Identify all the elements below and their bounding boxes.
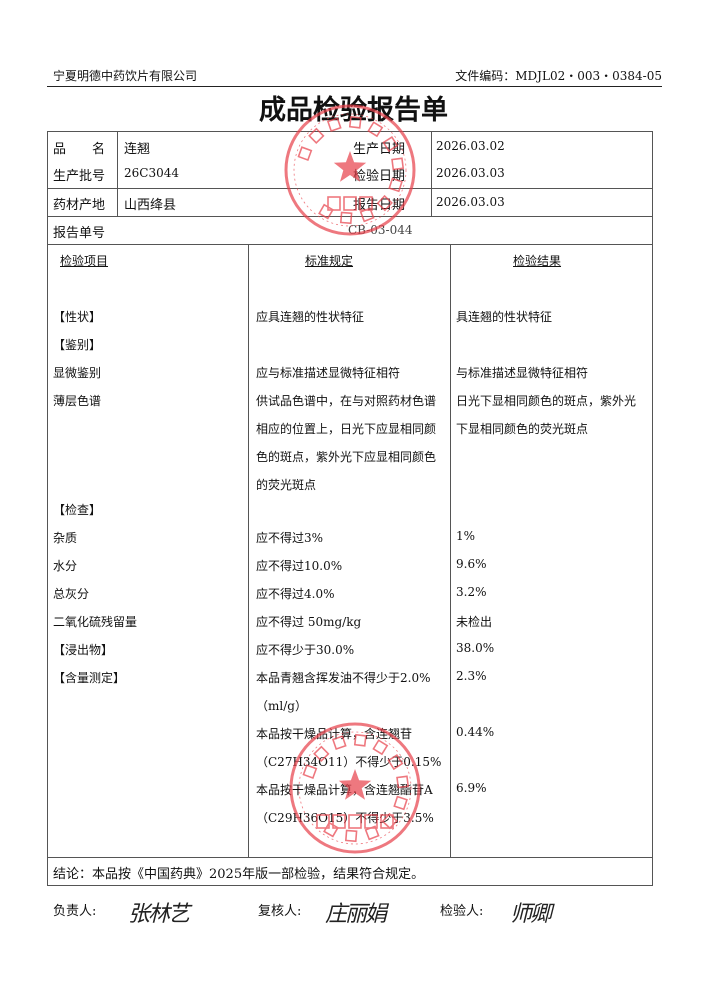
result-line: 9.6% xyxy=(456,557,487,571)
production-date-label: 生产日期 xyxy=(353,142,406,157)
report-number: CB-03-044 xyxy=(348,223,413,237)
production-date: 2026.03.02 xyxy=(436,139,505,153)
result-line: 6.9% xyxy=(456,781,487,795)
responsible-label: 负责人: xyxy=(53,904,97,919)
test-item: 【检查】 xyxy=(53,503,102,517)
product-name: 连翘 xyxy=(124,142,151,157)
standard-line: 应与标准描述显微特征相符 xyxy=(256,366,401,380)
standard-line: 的荧光斑点 xyxy=(256,478,317,492)
result-line: 38.0% xyxy=(456,641,495,655)
responsible-signature: 张林艺 xyxy=(128,902,190,927)
inspector-signature: 师卿 xyxy=(510,902,552,927)
standard-line: 应不得过4.0% xyxy=(256,587,335,601)
standard-line: 色的斑点，紫外光下应显相同颜色 xyxy=(256,450,437,464)
document-code: 文件编码：MDJL02・003・0384-05 xyxy=(455,69,662,83)
result-line: 未检出 xyxy=(456,615,493,629)
test-item: 总灰分 xyxy=(53,587,90,601)
test-item: 【浸出物】 xyxy=(53,643,114,657)
result-line: 0.44% xyxy=(456,725,495,739)
result-line: 下显相同颜色的荧光斑点 xyxy=(456,422,589,436)
report-date-label: 报告日期 xyxy=(353,198,406,213)
product-name-label: 品 名 xyxy=(53,142,106,157)
column-header-item: 检验项目 xyxy=(60,254,109,268)
standard-line: 应不得过 50mg/kg xyxy=(256,615,362,629)
origin: 山西绛县 xyxy=(124,198,177,213)
test-item: 杂质 xyxy=(53,531,78,545)
report-number-label: 报告单号 xyxy=(53,226,106,241)
standard-line: 应不得过3% xyxy=(256,531,324,545)
result-line: 具连翘的性状特征 xyxy=(456,310,553,324)
test-item: 二氧化硫残留量 xyxy=(53,615,138,629)
standard-line: 本品按干燥品计算，含连翘苷 xyxy=(256,727,413,741)
reviewer-label: 复核人: xyxy=(258,904,302,919)
result-line: 与标准描述显微特征相符 xyxy=(456,366,589,380)
standard-line: 相应的位置上，日光下应显相同颜 xyxy=(256,422,437,436)
standard-line: 本品青翘含挥发油不得少于2.0% xyxy=(256,671,431,685)
test-date-label: 检验日期 xyxy=(353,169,406,184)
company-name: 宁夏明德中药饮片有限公司 xyxy=(53,69,198,83)
origin-label: 药材产地 xyxy=(53,198,106,213)
standard-line: 应不得过10.0% xyxy=(256,559,343,573)
result-line: 1% xyxy=(456,529,476,543)
result-line: 3.2% xyxy=(456,585,487,599)
result-line: 2.3% xyxy=(456,669,487,683)
result-line: 日光下显相同颜色的斑点，紫外光 xyxy=(456,394,637,408)
test-item: 显微鉴别 xyxy=(53,366,102,380)
test-item: 薄层色谱 xyxy=(53,394,102,408)
standard-line: （C27H34O11）不得少于0.15% xyxy=(256,755,442,769)
report-date: 2026.03.03 xyxy=(436,195,505,209)
standard-line: （ml/g） xyxy=(256,699,307,713)
standard-line: 应具连翘的性状特征 xyxy=(256,310,365,324)
test-item: 【鉴别】 xyxy=(53,338,102,352)
column-header-standard: 标准规定 xyxy=(305,254,354,268)
standard-line: （C29H36O15）不得少于3.5% xyxy=(256,811,434,825)
batch-number: 26C3044 xyxy=(124,166,179,180)
reviewer-signature: 庄丽娟 xyxy=(325,902,387,927)
test-item: 【性状】 xyxy=(53,310,102,324)
column-header-result: 检验结果 xyxy=(513,254,562,268)
inspector-label: 检验人: xyxy=(440,904,484,919)
test-item: 【含量测定】 xyxy=(53,671,126,685)
batch-label: 生产批号 xyxy=(53,169,106,184)
conclusion: 结论：本品按《中国药典》2025年版一部检验，结果符合规定。 xyxy=(53,867,425,882)
test-item: 水分 xyxy=(53,559,78,573)
test-date: 2026.03.03 xyxy=(436,166,505,180)
standard-line: 供试品色谱中，在与对照药材色谱 xyxy=(256,394,437,408)
page-title: 成品检验报告单 xyxy=(259,95,448,126)
header-divider xyxy=(47,86,662,87)
standard-line: 应不得少于30.0% xyxy=(256,643,355,657)
standard-line: 本品按干燥品计算，含连翘酯苷A xyxy=(256,783,433,797)
